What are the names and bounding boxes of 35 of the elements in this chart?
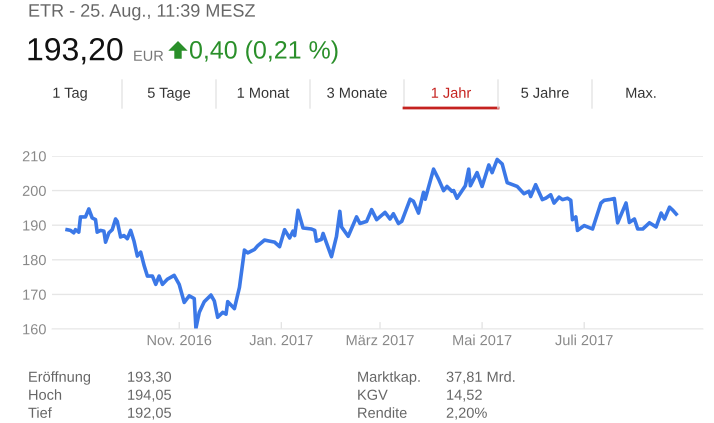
- text: Tief: [28, 407, 52, 418]
- text: 193,20: [28, 38, 122, 64]
- text: Marktkap.: [358, 371, 420, 385]
- y-tick-label: 210: [22, 151, 46, 162]
- text: 0,40 (0,21 %): [190, 40, 338, 64]
- text: 1 Monat: [238, 88, 290, 98]
- text: Max.: [626, 88, 656, 98]
- text: KGV: [358, 390, 388, 400]
- line-series: [65, 158, 678, 329]
- x-tick-label: Juli 2017: [555, 334, 613, 346]
- text: 2,20%: [446, 408, 487, 420]
- text: Rendite: [358, 407, 407, 418]
- text: 1 Tag: [53, 88, 87, 101]
- y-tick-label: 160: [23, 324, 46, 334]
- text: 1 Jahr: [432, 87, 472, 98]
- y-tick-label: 190: [23, 220, 46, 231]
- text: Hoch: [29, 389, 62, 400]
- y-tick-label: 170: [23, 290, 46, 300]
- y-tick-label: 200: [22, 186, 46, 196]
- x-tick-label: Nov. 2016: [148, 334, 212, 346]
- text: 37,81 Mrd.: [446, 371, 514, 384]
- text: 193,30: [128, 372, 172, 384]
- y-tick-label: 180: [23, 254, 46, 266]
- text: 5 Tage: [148, 88, 190, 101]
- text: 192,05: [128, 408, 171, 420]
- text: Eröffnung: [29, 371, 90, 385]
- text: 5 Jahre: [521, 87, 569, 98]
- text: 14,52: [447, 390, 482, 402]
- text: EUR: [134, 50, 164, 61]
- x-tick-label: Mai 2017: [453, 334, 512, 346]
- x-tick-label: März 2017: [346, 334, 414, 346]
- text: 194,05: [128, 390, 171, 402]
- chart-title: ETR - 25. Aug., 11:39 MESZ: [29, 4, 255, 20]
- x-tick-label: Jan. 2017: [249, 334, 313, 346]
- text: 3 Monate: [327, 88, 387, 98]
